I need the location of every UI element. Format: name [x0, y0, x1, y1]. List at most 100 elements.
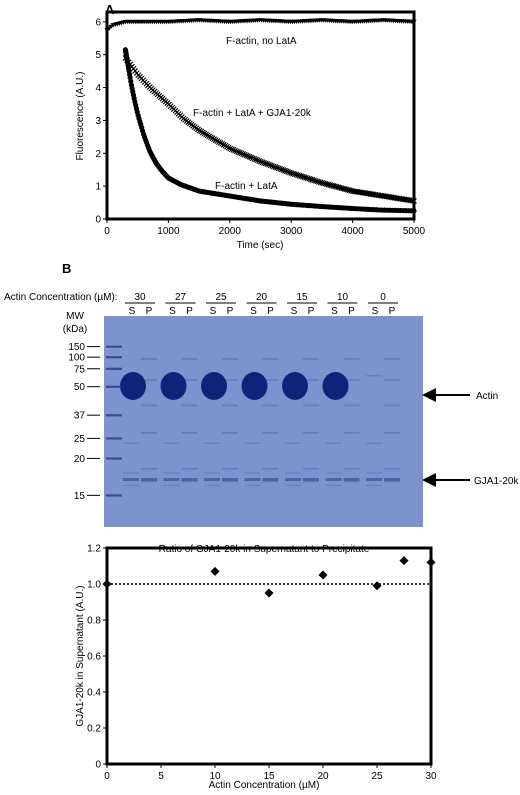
- no-latA-data-point: [411, 19, 417, 25]
- ratio-data-point: [102, 579, 112, 589]
- faint-pellet-band: [343, 480, 360, 483]
- pellet-lane-label: P: [186, 306, 193, 317]
- faint-supernatant-band: [123, 472, 139, 474]
- ratio-data-point: [264, 588, 274, 598]
- faint-pellet-band: [222, 358, 238, 360]
- fluorescence-y-tick-label: 2: [95, 149, 101, 160]
- latA-gja1-data-point: [230, 147, 237, 153]
- gja1-supernatant-band: [244, 478, 261, 481]
- faint-pellet-band: [181, 432, 198, 434]
- faint-supernatant-band: [244, 484, 261, 487]
- supernatant-lane-label: S: [250, 306, 257, 317]
- faint-pellet-band: [181, 404, 198, 407]
- ratio-y-tick-label: 1.2: [87, 544, 101, 555]
- latA-gja1-data-point: [283, 168, 290, 175]
- faint-pellet-band: [222, 467, 238, 470]
- latA-gja1-data-point: [251, 155, 258, 162]
- concentration-label: 27: [175, 292, 187, 303]
- faint-pellet-band: [262, 432, 279, 434]
- gja1-supernatant-band: [285, 478, 301, 481]
- latA-gja1-data-point: [301, 174, 308, 181]
- faint-supernatant-band: [366, 484, 382, 487]
- faint-pellet-band: [343, 404, 360, 407]
- latA-gja1-data-point: [259, 159, 266, 166]
- pellet-lane-label: P: [227, 306, 234, 317]
- latA-gja1-data-point: [270, 163, 277, 170]
- faint-pellet-band: [222, 379, 238, 381]
- gja1-supernatant-band: [366, 478, 382, 481]
- latA-gja1-data-point: [286, 169, 293, 176]
- supernatant-lane-label: S: [129, 306, 136, 317]
- panel-b-letter: B: [62, 261, 71, 276]
- faint-supernatant-band: [123, 484, 139, 487]
- actin-band: [322, 372, 349, 400]
- faint-pellet-band: [384, 404, 400, 407]
- ratio-y-tick-label: 0.2: [87, 724, 101, 735]
- latA-gja1-data-point: [238, 150, 245, 157]
- fluorescence-series-0: [104, 18, 417, 33]
- latA-gja1-data-point: [296, 172, 303, 179]
- faint-supernatant-band: [285, 472, 301, 474]
- gja1-arrow-label: GJA1-20k: [474, 476, 519, 487]
- gja1-arrow: [422, 473, 470, 487]
- fluorescence-y-tick-label: 3: [95, 116, 101, 127]
- ratio-plot-frame: [105, 546, 433, 766]
- latA-gja1-data-point: [282, 167, 288, 174]
- faint-pellet-band: [262, 404, 279, 407]
- ratio-data-point: [372, 581, 382, 591]
- latA-gja1-data-point: [245, 153, 251, 160]
- faint-pellet-band: [343, 467, 360, 470]
- pellet-lane-label: P: [146, 306, 153, 317]
- ratio-x-tick-label: 30: [425, 771, 437, 782]
- latA-gja1-data-point: [246, 153, 253, 160]
- gja1-supernatant-band: [163, 478, 180, 481]
- gja1-supernatant-band: [325, 478, 342, 481]
- latA-gja1-data-point: [315, 178, 322, 185]
- faint-pellet-band: [141, 480, 157, 483]
- pellet-lane-label: P: [348, 306, 355, 317]
- actin-band: [201, 372, 227, 400]
- faint-pellet-band: [303, 379, 319, 381]
- latA-gja1-data-point: [272, 164, 279, 170]
- fluorescence-y-tick-label: 0: [95, 215, 101, 226]
- actin-concentration-label: Actin Concentration (µM):: [4, 292, 118, 303]
- faint-pellet-band: [141, 358, 157, 360]
- latA-gja1-data-point: [307, 176, 314, 183]
- ratio-x-tick-label: 5: [158, 771, 164, 782]
- faint-pellet-band: [262, 467, 279, 470]
- faint-pellet-band: [303, 432, 319, 434]
- gja1-pellet-band: [303, 478, 319, 481]
- fluorescence-data-points: [104, 18, 417, 214]
- ratio-x-tick-label: 15: [263, 771, 275, 782]
- latA-gja1-data-point: [291, 171, 298, 178]
- pellet-lane-label: P: [267, 306, 274, 317]
- concentration-label: 20: [256, 292, 268, 303]
- fluorescence-series-2: [122, 47, 417, 214]
- latA-gja1-data-point: [274, 164, 280, 171]
- ratio-x-tick-label: 25: [371, 771, 383, 782]
- latA-gja1-data-point: [303, 174, 309, 181]
- panel-a-letter: A: [105, 2, 115, 17]
- series-label-no-lata: F-actin, no LatA: [226, 36, 297, 47]
- latA-gja1-data-point: [262, 160, 269, 167]
- latA-gja1-data-point: [243, 152, 250, 159]
- latA-gja1-data-point: [261, 159, 267, 166]
- gja1-supernatant-band: [123, 478, 139, 481]
- faint-supernatant-band: [244, 442, 261, 444]
- latA-gja1-data-point: [293, 171, 300, 178]
- ratio-y-tick-label: 0: [95, 760, 101, 771]
- latA-gja1-data-point: [280, 167, 287, 173]
- fluorescence-plot-frame: [105, 10, 416, 221]
- faint-pellet-band: [141, 467, 157, 470]
- fluorescence-series-1: [122, 55, 417, 204]
- ratio-y-tick-label: 0.6: [87, 652, 101, 663]
- faint-supernatant-band: [285, 442, 301, 444]
- ladder-band: [106, 345, 122, 348]
- ratio-y-tick-label: 0.8: [87, 616, 101, 627]
- faint-pellet-band: [384, 480, 400, 483]
- series-label-lata-gja1: F-actin + LatA + GJA1-20k: [193, 108, 312, 119]
- ladder-band: [106, 457, 122, 460]
- ratio-x-tick-label: 0: [104, 771, 110, 782]
